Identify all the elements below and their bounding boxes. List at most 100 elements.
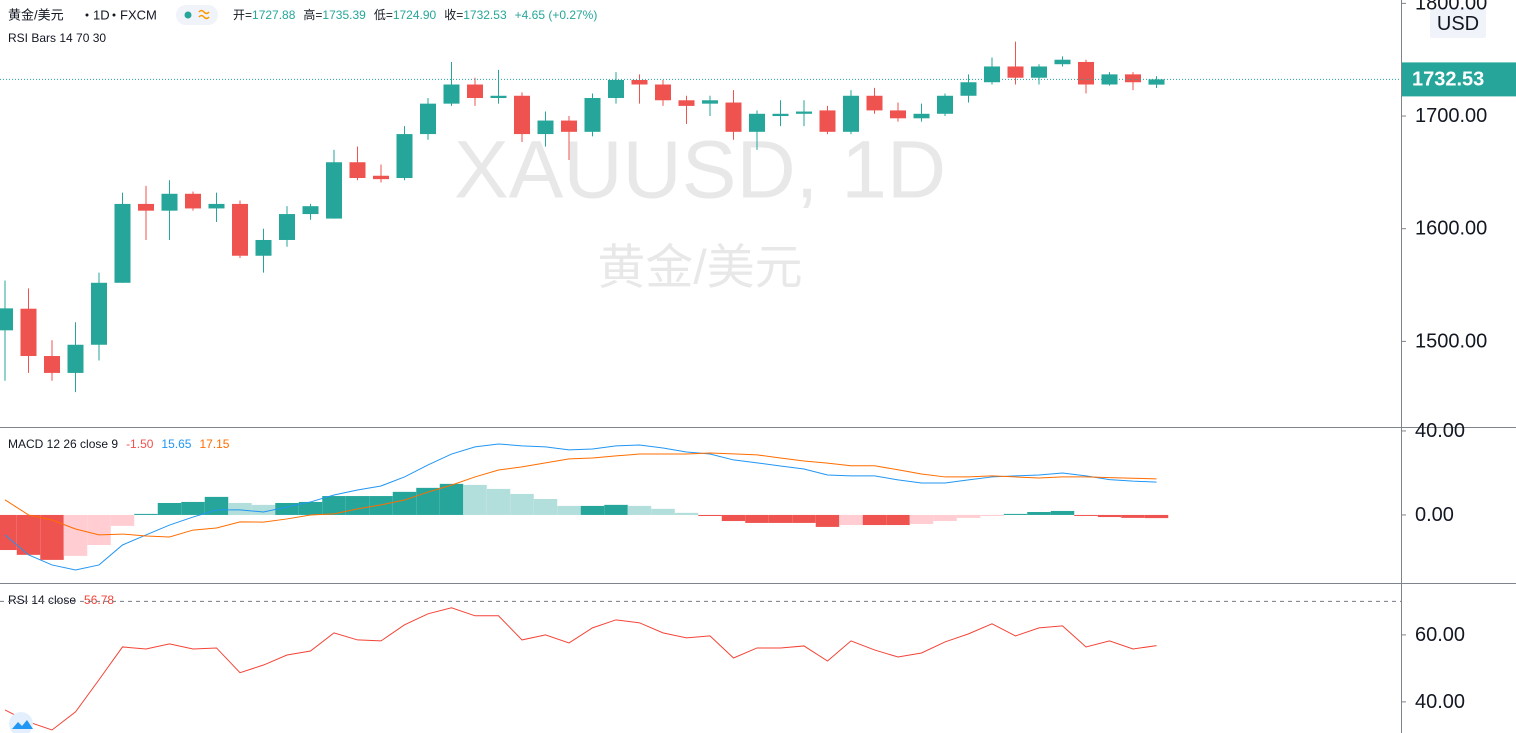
macd-histogram-bar [87, 514, 111, 545]
candle-body [44, 356, 60, 373]
macd-histogram-bar [134, 513, 158, 515]
candle-body [279, 214, 295, 240]
macd-value: 15.65 [161, 437, 191, 451]
macd-histogram-bar [604, 504, 628, 515]
candle-body [326, 162, 342, 219]
candle-body [114, 203, 131, 283]
macd-histogram-bar [956, 514, 981, 518]
macd-histogram-bar [1074, 514, 1098, 516]
macd-histogram-bar [322, 496, 346, 515]
stat-value: 1727.88 [252, 8, 296, 22]
macd-line [4, 452, 1157, 538]
candle-body [373, 175, 389, 180]
macd-histogram-bar [110, 514, 135, 526]
candle-body [584, 98, 601, 132]
candle-body [255, 239, 272, 256]
macd-histogram-bar [63, 514, 88, 556]
macd-histogram-bar [0, 514, 17, 551]
currency: USD [1437, 13, 1479, 35]
macd-histogram-bar [839, 514, 863, 526]
macd-histogram-bar [651, 508, 675, 515]
macd-histogram-bar [16, 514, 41, 555]
macd-histogram-bar [557, 505, 581, 515]
candle-body [702, 100, 718, 104]
separator-dot [85, 13, 89, 17]
candle-body [490, 95, 507, 99]
candle-body [819, 110, 836, 132]
macd-histogram-bar [510, 493, 534, 515]
macd-histogram-bar [886, 514, 910, 526]
macd-histogram-bar [40, 514, 64, 560]
y-tick-label: 1500.00 [1415, 330, 1487, 352]
macd-histogram-bar [674, 512, 699, 515]
ohlc-stats: 开=1727.88 高=1735.39 低=1724.90 收=1732.53 +4.6… [233, 7, 597, 22]
candle-body [443, 84, 460, 104]
macd-histogram-bar [392, 491, 417, 515]
stat-value: 1732.53 [463, 8, 507, 22]
macd-histogram-bar [533, 498, 558, 515]
watermark: XAUUSD, 1D [454, 125, 946, 216]
macd-histogram-bar [698, 514, 722, 517]
stat-label: 收= [444, 8, 463, 22]
candle-body [1078, 61, 1094, 85]
candle-body [937, 95, 953, 114]
macd-histogram-bar [181, 501, 205, 515]
candle-body [91, 282, 107, 345]
candle-body [467, 84, 483, 99]
candle-body [396, 134, 413, 179]
watermark-subtitle: 黄金/美元 [597, 242, 802, 295]
candle-body [1007, 66, 1024, 78]
source: FXCM [120, 8, 157, 23]
rsi-title: RSI 14 close [8, 593, 76, 607]
candle-body [0, 308, 13, 331]
rsi-line [4, 607, 1157, 731]
y-tick-label: 1700.00 [1415, 105, 1487, 127]
macd-value: 17.15 [199, 437, 229, 451]
candle-body [349, 162, 366, 179]
macd-title: MACD 12 26 close 9 [8, 437, 118, 451]
status-pill[interactable] [176, 5, 218, 25]
macd-line [4, 443, 1157, 571]
candle-body [20, 308, 37, 357]
macd-header: MACD 12 26 close 9 -1.50 15.65 17.15 [8, 437, 230, 451]
macd-histogram-bar [745, 514, 769, 523]
macd-histogram-bar [157, 502, 182, 515]
candle-body [631, 79, 648, 85]
stat-value: 1724.90 [393, 8, 437, 22]
macd-histogram-bar [980, 514, 1004, 517]
last-price-label: 1732.53 [1412, 68, 1484, 90]
macd-histogram-bar [416, 487, 440, 515]
candle-body [1054, 59, 1071, 65]
rsi-header: RSI 14 close 56.78 [8, 593, 114, 607]
macd-histogram-bar [298, 501, 323, 515]
stat-value: 1735.39 [322, 8, 366, 22]
candle-body [561, 120, 577, 132]
macd-histogram-bar [345, 496, 370, 515]
candle-body [232, 203, 248, 256]
candle-body [537, 120, 554, 135]
y-tick-label: 40.00 [1415, 420, 1465, 442]
last-price-box [1402, 62, 1516, 97]
macd-histogram-bar [463, 484, 487, 515]
stat-label: 开= [233, 8, 252, 22]
macd-histogram-bar [933, 514, 957, 522]
macd-histogram-bar [768, 514, 793, 523]
candle-body [725, 102, 742, 132]
y-tick-label: 60.00 [1415, 624, 1465, 646]
stat-label: 低= [374, 8, 393, 22]
macd-histogram-bar [251, 504, 276, 515]
candle-body [890, 110, 906, 119]
macd-histogram-bar [1050, 510, 1075, 515]
candle-body [960, 82, 977, 96]
candle-body [984, 66, 1000, 83]
indicator-label: RSI Bars 14 70 30 [8, 31, 106, 45]
candle-body [185, 193, 201, 209]
currency-box[interactable] [1430, 8, 1486, 38]
stat-label: 高= [303, 7, 322, 22]
candle-body [843, 95, 859, 132]
macd-histogram-bar [275, 502, 299, 515]
candle-body [514, 95, 530, 135]
macd-histogram-bar [1003, 513, 1028, 515]
